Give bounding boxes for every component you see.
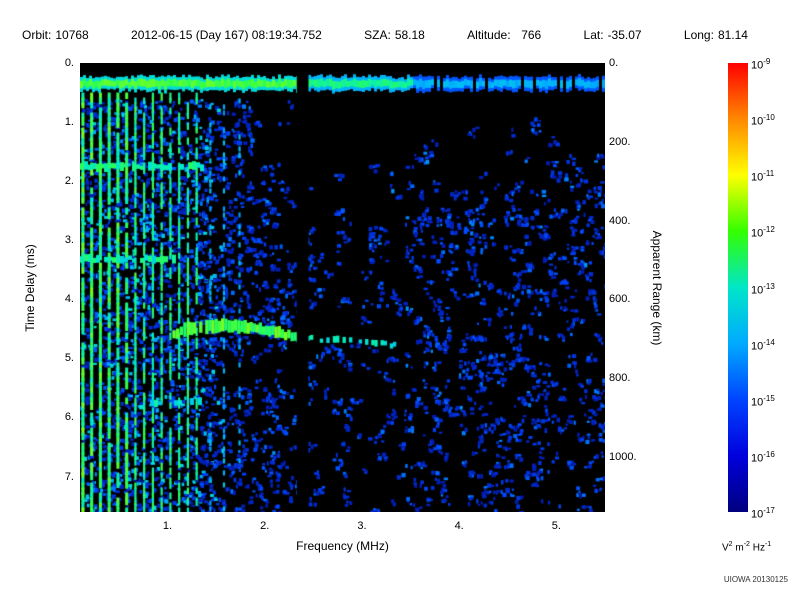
- y-axis-label-left: Time Delay (ms): [23, 244, 37, 332]
- x-axis-tick-label: 1.: [162, 520, 173, 532]
- header-item-value: 2012-06-15 (Day 167) 08:19:34.752: [131, 28, 322, 42]
- right-axis-tick-label: 600.: [609, 293, 631, 306]
- x-axis-tick-label: 2.: [260, 520, 270, 532]
- colorbar-units-label: V2 m-2 Hz-1: [722, 541, 772, 554]
- header-item-label: SZA:: [364, 28, 391, 42]
- colorbar-tick-label: 10-15: [751, 393, 775, 409]
- header-item-label: Orbit:: [22, 28, 52, 42]
- header-item-label: Lat:: [583, 28, 604, 42]
- watermark: UIOWA 20130125: [723, 575, 788, 584]
- header-item-value: 58.18: [394, 28, 425, 42]
- right-axis-tick-label: 0.: [609, 57, 619, 69]
- colorbar-tick-label: 10-16: [751, 449, 775, 465]
- y-axis-label-right: Apparent Range (km): [650, 230, 664, 346]
- header-item-value: 81.14: [717, 28, 748, 42]
- y-axis-tick-label: 3.: [64, 234, 74, 247]
- right-axis-tick-label: 800.: [609, 372, 631, 385]
- colorbar: [728, 63, 748, 512]
- y-axis-tick-label: 1.: [64, 116, 74, 129]
- x-axis-tick-label: 3.: [357, 520, 367, 532]
- header-item-label: Long:: [683, 28, 714, 42]
- right-axis-tick-label: 1000.: [609, 450, 637, 463]
- colorbar-tick-label: 10-14: [751, 337, 775, 353]
- spectrogram-canvas: [80, 63, 605, 512]
- header-item: 2012-06-15 (Day 167) 08:19:34.752: [131, 28, 322, 42]
- header-item: Long: 81.14: [684, 28, 748, 42]
- y-axis-tick-label: 2.: [64, 175, 74, 188]
- header-item-value: -35.07: [607, 28, 642, 42]
- colorbar-tick-label: 10-11: [751, 169, 775, 184]
- colorbar-tick-label: 10-17: [751, 506, 775, 521]
- header-item: SZA: 58.18: [364, 28, 425, 42]
- colorbar-tick-label: 10-12: [751, 225, 775, 241]
- header-item-label: Altitude:: [467, 28, 511, 42]
- header-item-value: 10768: [55, 28, 89, 42]
- y-axis-tick-label: 4.: [64, 293, 74, 306]
- right-axis-tick-label: 200.: [609, 135, 631, 148]
- y-axis-tick-label: 7.: [64, 470, 74, 483]
- y-axis-tick-label: 0.: [64, 57, 74, 69]
- x-axis-label: Frequency (MHz): [296, 539, 389, 553]
- header-item: Altitude: 766: [467, 28, 541, 42]
- y-axis-tick-label: 6.: [64, 411, 74, 424]
- header-bar: Orbit: 10768 2012-06-15 (Day 167) 08:19:3…: [22, 28, 748, 42]
- colorbar-tick-label: 10-9: [751, 57, 771, 72]
- x-axis-tick-label: 5.: [551, 520, 561, 532]
- right-axis-tick-label: 400.: [609, 214, 631, 227]
- header-item: Lat: -35.07: [584, 28, 642, 42]
- header-item-value: 766: [514, 28, 542, 42]
- colorbar-tick-label: 10-13: [751, 281, 775, 297]
- x-axis-tick-label: 4.: [454, 520, 464, 532]
- y-axis-tick-label: 5.: [64, 352, 74, 365]
- colorbar-tick-label: 10-10: [751, 113, 775, 128]
- header-item: Orbit: 10768: [22, 28, 89, 42]
